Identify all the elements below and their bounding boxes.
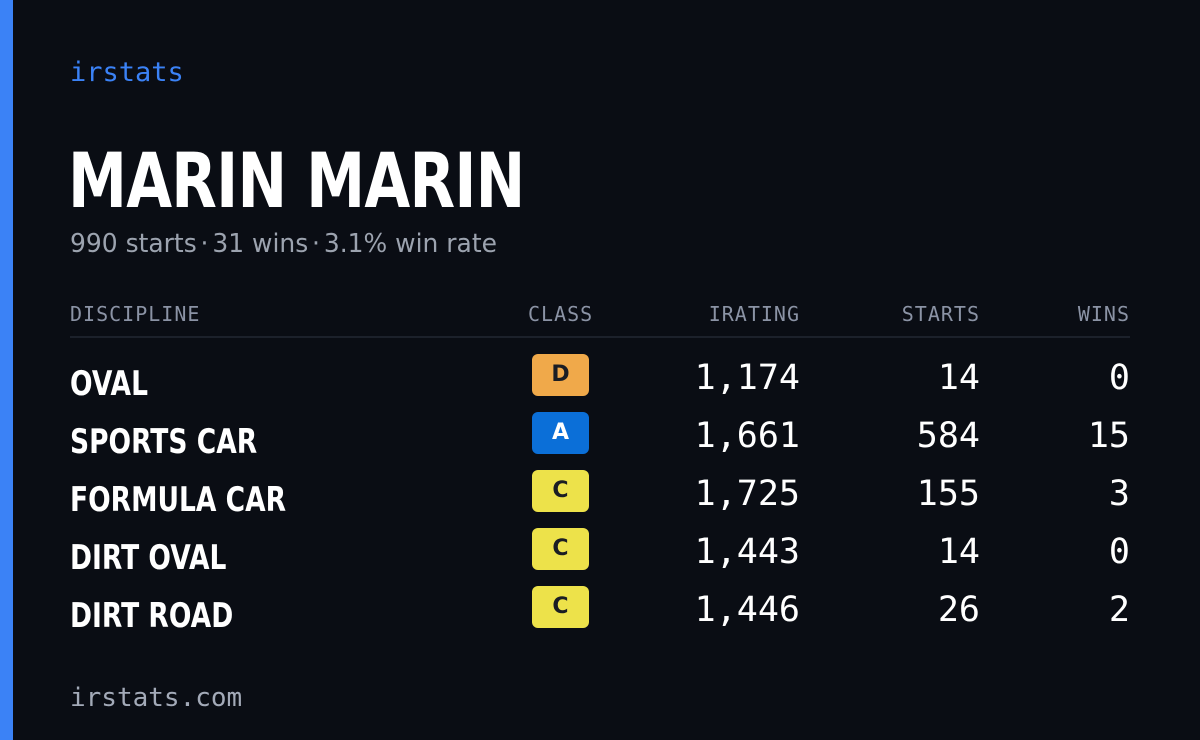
win-rate: 3.1% win rate bbox=[323, 229, 497, 259]
starts-value: 14 bbox=[937, 532, 980, 572]
wins-value: 2 bbox=[1108, 590, 1130, 630]
header-divider bbox=[70, 336, 1130, 338]
header-discipline: DISCIPLINE bbox=[70, 302, 201, 326]
irating-value: 1,661 bbox=[694, 416, 800, 456]
license-class-badge: C bbox=[532, 470, 589, 512]
brand-logo-text: irstats bbox=[70, 57, 184, 88]
table-row: SPORTS CAR A 1,661 584 15 bbox=[0, 412, 1200, 470]
irating-value: 1,446 bbox=[694, 590, 800, 630]
table-row: OVAL D 1,174 14 0 bbox=[0, 354, 1200, 412]
discipline-name: OVAL bbox=[70, 364, 148, 404]
total-starts: 990 starts bbox=[70, 229, 197, 259]
header-irating: IRATING bbox=[708, 302, 800, 326]
discipline-name: FORMULA CAR bbox=[70, 480, 287, 520]
header-starts: STARTS bbox=[901, 302, 980, 326]
wins-value: 3 bbox=[1108, 474, 1130, 514]
wins-value: 0 bbox=[1108, 358, 1130, 398]
header-wins: WINS bbox=[1077, 302, 1130, 326]
starts-value: 584 bbox=[916, 416, 980, 456]
wins-value: 15 bbox=[1087, 416, 1130, 456]
separator: · bbox=[200, 229, 209, 259]
irating-value: 1,725 bbox=[694, 474, 800, 514]
discipline-name: DIRT ROAD bbox=[70, 596, 234, 636]
wins-value: 0 bbox=[1108, 532, 1130, 572]
discipline-name: DIRT OVAL bbox=[70, 538, 227, 578]
accent-bar bbox=[0, 0, 13, 740]
license-class-badge: A bbox=[532, 412, 589, 454]
starts-value: 155 bbox=[916, 474, 980, 514]
irating-value: 1,443 bbox=[694, 532, 800, 572]
header-class: CLASS bbox=[528, 302, 594, 326]
license-class-badge: D bbox=[532, 354, 589, 396]
table-row: DIRT OVAL C 1,443 14 0 bbox=[0, 528, 1200, 586]
table-row: DIRT ROAD C 1,446 26 2 bbox=[0, 586, 1200, 644]
license-class-badge: C bbox=[532, 586, 589, 628]
table-row: FORMULA CAR C 1,725 155 3 bbox=[0, 470, 1200, 528]
license-class-badge: C bbox=[532, 528, 589, 570]
driver-summary: 990 starts · 31 wins · 3.1% win rate bbox=[70, 226, 497, 262]
irating-value: 1,174 bbox=[694, 358, 800, 398]
discipline-name: SPORTS CAR bbox=[70, 422, 258, 462]
starts-value: 26 bbox=[937, 590, 980, 630]
total-wins: 31 wins bbox=[212, 229, 309, 259]
footer-site-url: irstats.com bbox=[70, 683, 243, 713]
separator: · bbox=[312, 229, 320, 259]
starts-value: 14 bbox=[937, 358, 980, 398]
driver-name: MARIN MARIN bbox=[68, 136, 525, 225]
